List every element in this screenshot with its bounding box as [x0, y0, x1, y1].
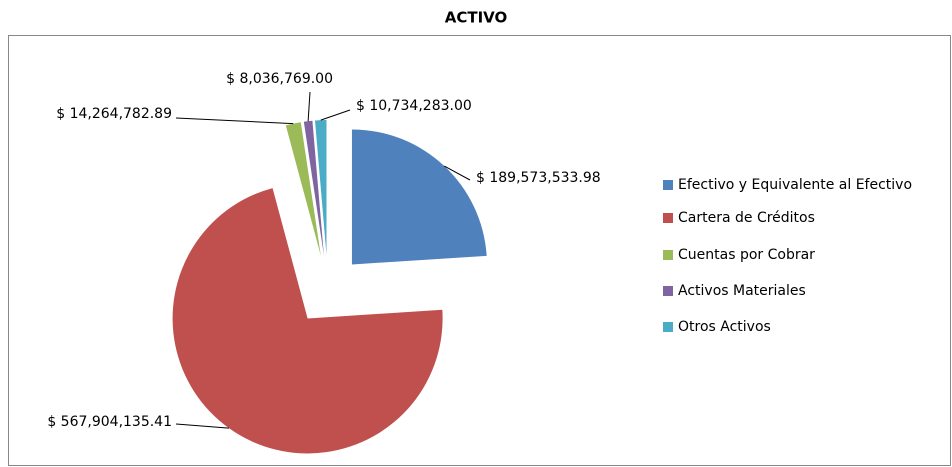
legend-label: Cuentas por Cobrar: [678, 247, 815, 263]
leader-line: [307, 91, 311, 122]
data-label: $ 8,036,769.00: [226, 71, 333, 87]
pie-slice: [172, 188, 443, 454]
legend-swatch: [663, 286, 673, 296]
legend-swatch: [663, 250, 673, 260]
pie-slice: [351, 129, 487, 265]
pie-slice: [303, 120, 324, 256]
legend-label: Cartera de Créditos: [678, 210, 815, 226]
legend-swatch: [663, 322, 673, 332]
data-label: $ 14,264,782.89: [56, 106, 172, 122]
data-label: $ 189,573,533.98: [476, 170, 601, 186]
leader-line: [175, 423, 229, 429]
chart-title: ACTIVO: [445, 9, 508, 27]
legend-swatch: [663, 180, 673, 190]
legend-swatch: [663, 213, 673, 223]
pie-slice: [285, 122, 321, 256]
legend-label: Otros Activos: [678, 319, 771, 335]
legend-label: Activos Materiales: [678, 283, 806, 299]
leader-line: [444, 165, 471, 181]
data-label: $ 10,734,283.00: [356, 98, 472, 114]
data-label: $ 567,904,135.41: [47, 414, 172, 430]
leader-line: [320, 109, 351, 121]
legend-label: Efectivo y Equivalente al Efectivo: [678, 177, 912, 193]
pie-slice: [315, 120, 327, 256]
leader-line: [175, 117, 294, 125]
